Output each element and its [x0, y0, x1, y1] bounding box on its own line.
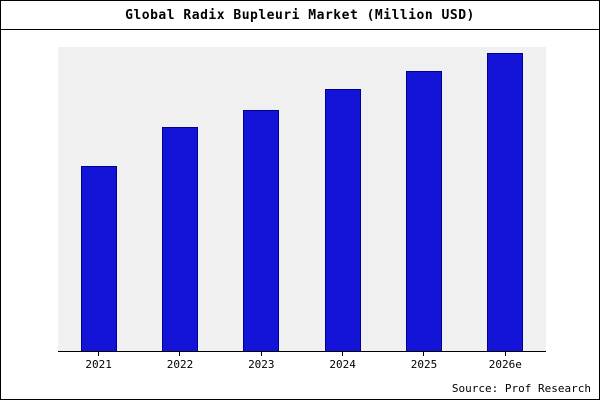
plot-area [58, 47, 546, 352]
tick-mark [98, 352, 100, 356]
source-note: Source: Prof Research [451, 382, 591, 395]
x-tick-cell: 2021 [58, 352, 139, 371]
bar-2024 [324, 88, 361, 351]
x-tick-label: 2026e [488, 358, 522, 371]
x-tick-label: 2023 [248, 358, 275, 371]
x-tick-cell: 2022 [139, 352, 220, 371]
bar-column [139, 47, 220, 351]
x-axis: 2021 2022 2023 2024 2025 2026e [58, 352, 546, 371]
bar-2022 [161, 127, 198, 351]
x-tick-label: 2025 [410, 358, 438, 371]
tick-mark [260, 352, 262, 356]
bar-column [465, 47, 546, 351]
chart-title: Global Radix Bupleuri Market (Million US… [1, 1, 599, 30]
bar-column [383, 47, 464, 351]
x-tick-label: 2021 [85, 358, 112, 371]
tick-mark [423, 352, 425, 356]
x-tick-cell: 2025 [383, 352, 464, 371]
tick-mark [504, 352, 506, 356]
bar-column [221, 47, 302, 351]
x-tick-label: 2022 [166, 358, 194, 371]
x-tick-cell: 2024 [302, 352, 383, 371]
bar-column [58, 47, 139, 351]
x-tick-cell: 2023 [221, 352, 302, 371]
tick-mark [179, 352, 181, 356]
x-tick-label: 2024 [329, 358, 356, 371]
bar-2025 [405, 70, 442, 351]
tick-mark [342, 352, 344, 356]
bar-2021 [80, 166, 117, 351]
bar-2023 [243, 109, 280, 351]
bar-column [302, 47, 383, 351]
x-tick-cell: 2026e [465, 352, 546, 371]
bar-2026e [487, 52, 524, 351]
